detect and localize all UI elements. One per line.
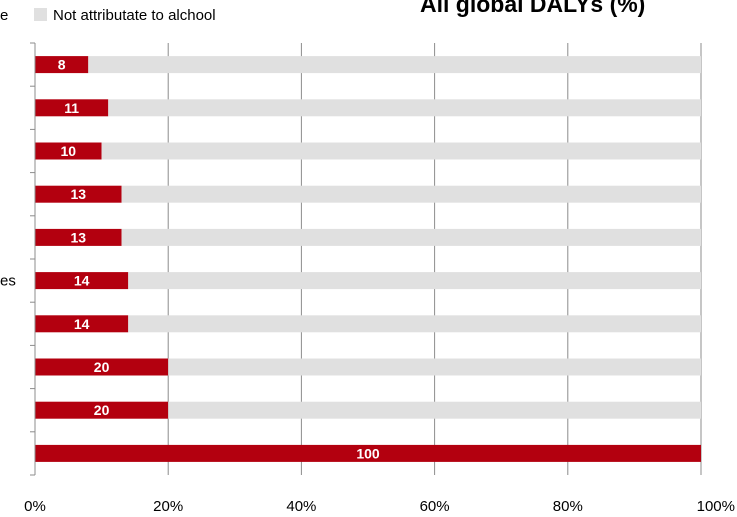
data-label: 14 xyxy=(74,273,90,289)
bar-segment-not-attributable xyxy=(108,99,701,117)
bar-segment-attributable xyxy=(35,401,169,419)
bar-segment-attributable xyxy=(35,185,122,203)
bar-segment-attributable xyxy=(35,56,89,74)
x-tick-label: 20% xyxy=(153,498,183,515)
legend-entry-attributable: e xyxy=(0,7,8,24)
category-label: es xyxy=(0,273,16,290)
bar-segment-attributable xyxy=(35,444,701,462)
legend: e Not attributate to alchool xyxy=(0,7,216,24)
bars xyxy=(35,56,702,462)
x-tick-label: 100% xyxy=(697,498,735,515)
legend-entry-not-attributable: Not attributate to alchool xyxy=(53,7,216,24)
bar-segment-not-attributable xyxy=(88,56,701,74)
bar-segment-attributable xyxy=(35,272,129,290)
bar-segment-attributable xyxy=(35,228,122,246)
x-tick-label: 40% xyxy=(286,498,316,515)
bar-segment-attributable xyxy=(35,315,129,333)
data-label: 11 xyxy=(64,100,79,116)
data-label: 10 xyxy=(61,143,77,159)
x-tick-label: 60% xyxy=(420,498,450,515)
bar-segment-not-attributable xyxy=(128,272,702,290)
x-tick-label: 0% xyxy=(24,498,46,515)
data-label: 13 xyxy=(71,229,87,245)
chart-title: All global DALYs (%) xyxy=(420,0,645,17)
bar-segment-not-attributable xyxy=(121,185,701,203)
bar-segment-not-attributable xyxy=(101,142,702,160)
data-label: 8 xyxy=(58,57,66,73)
bar-segment-not-attributable xyxy=(121,228,701,246)
data-labels: 8 11 10 13 13 14 14 20 20 100 xyxy=(58,57,380,462)
data-label: 14 xyxy=(74,316,90,332)
bar-segment-attributable xyxy=(35,358,169,376)
axes: es 0% 20% 40% 60% 80% 100% xyxy=(0,42,735,515)
data-label: 13 xyxy=(71,186,87,202)
bar-segment-attributable xyxy=(35,142,102,160)
bar-segment-not-attributable xyxy=(128,315,702,333)
legend-swatch-not-attributable xyxy=(34,8,47,21)
data-label: 20 xyxy=(94,402,110,418)
bar-segment-not-attributable xyxy=(168,401,701,419)
bar-segment-not-attributable xyxy=(168,358,701,376)
bar-segment-attributable xyxy=(35,99,109,117)
data-label: 20 xyxy=(94,359,110,375)
x-tick-label: 80% xyxy=(553,498,583,515)
data-label: 100 xyxy=(356,445,380,461)
